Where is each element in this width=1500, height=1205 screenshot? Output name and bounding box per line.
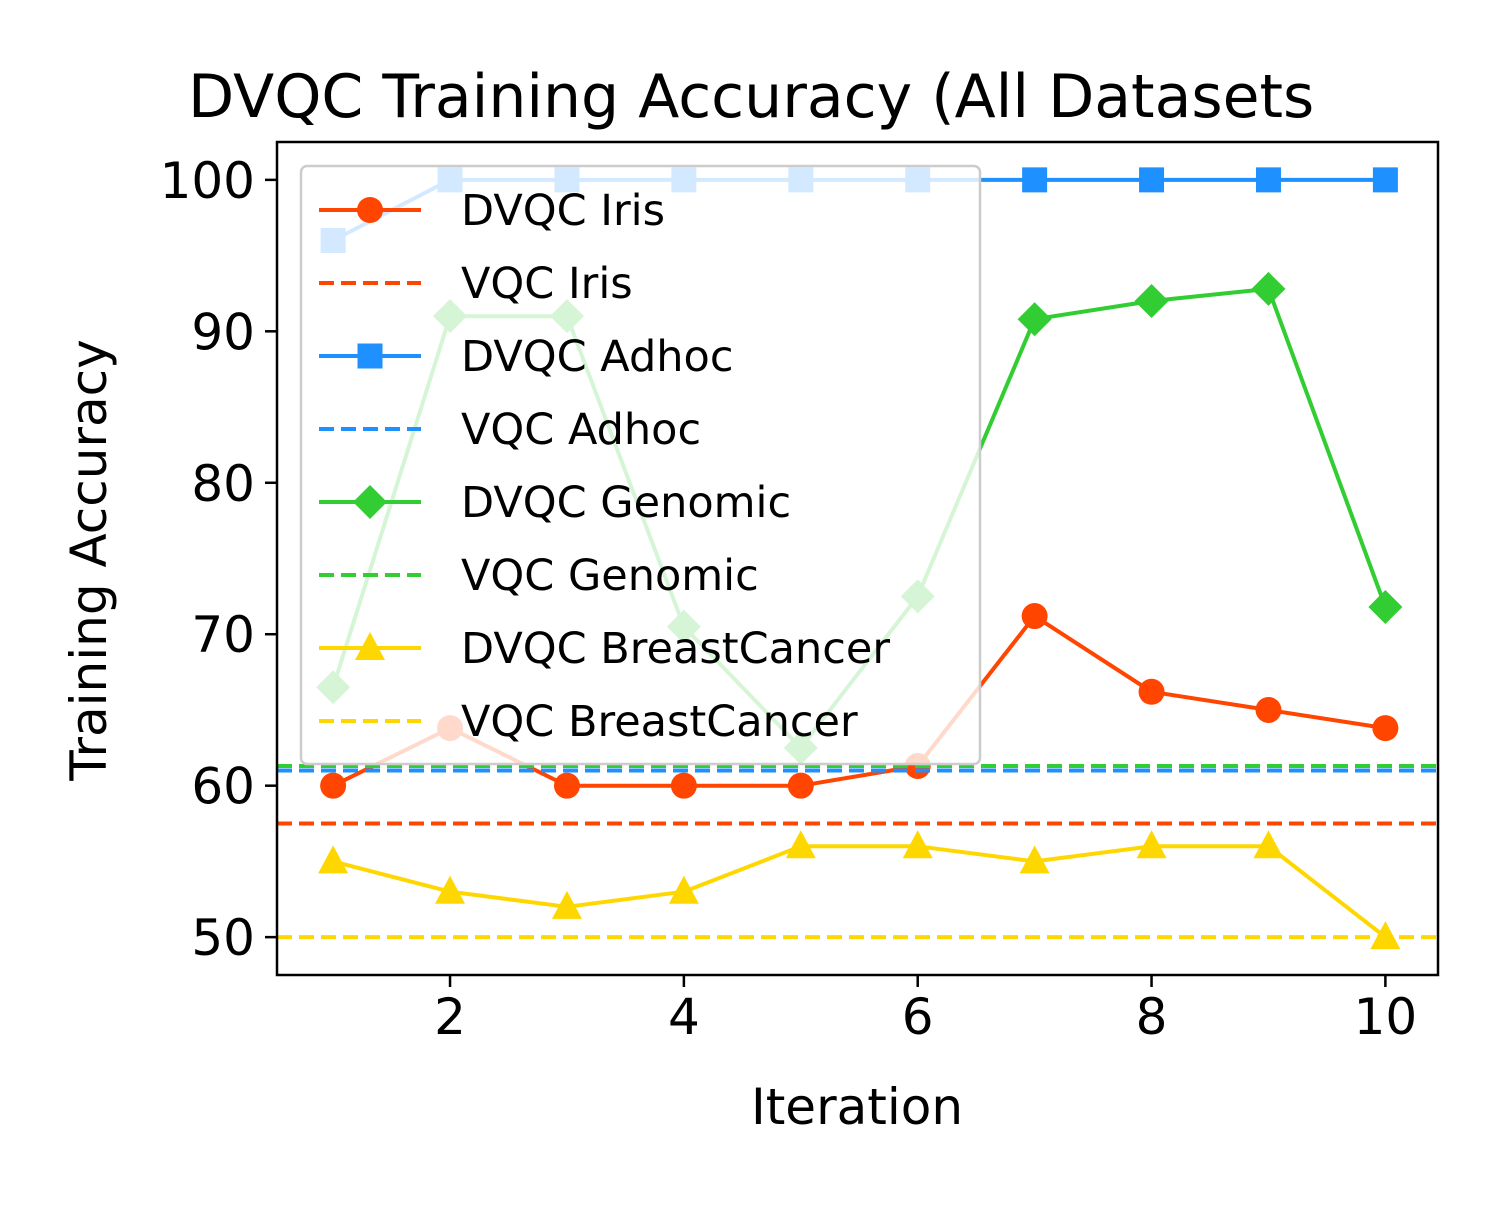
point-dvqc-iris-9 (1255, 696, 1282, 723)
y-tick-label: 70 (191, 606, 255, 664)
legend-item: DVQC Iris (319, 186, 665, 236)
point-dvqc-adhoc-8 (1139, 167, 1165, 193)
x-tick-label: 10 (1354, 988, 1418, 1046)
legend-item: DVQC BreastCancer (319, 624, 890, 674)
point-dvqc-genomic-10 (1368, 589, 1403, 624)
legend-label: DVQC Adhoc (461, 332, 733, 382)
point-dvqc-breastcancer-7 (1019, 845, 1050, 874)
point-dvqc-iris-1 (320, 772, 347, 799)
legend-marker (357, 197, 383, 223)
y-tick-label: 100 (160, 152, 255, 210)
legend-label: VQC Adhoc (461, 405, 701, 455)
series-dvqc-breastcancer (318, 830, 1401, 950)
axes-frame (275, 140, 1440, 977)
legend-item: VQC BreastCancer (319, 697, 858, 747)
point-dvqc-genomic-8 (1134, 284, 1169, 319)
point-dvqc-iris-3 (553, 772, 580, 799)
point-dvqc-adhoc-7 (1022, 167, 1048, 193)
point-dvqc-breastcancer-8 (1136, 830, 1167, 859)
legend-item: DVQC Genomic (319, 478, 791, 528)
legend-item: DVQC Adhoc (319, 332, 733, 382)
point-dvqc-adhoc-9 (1255, 167, 1281, 193)
point-dvqc-breastcancer-6 (902, 830, 933, 859)
y-tick-label: 90 (191, 303, 255, 361)
y-axis-label: Training Accuracy (60, 339, 118, 781)
x-axis-label: Iteration (751, 1078, 963, 1136)
point-dvqc-breastcancer-5 (785, 830, 816, 859)
point-dvqc-iris-8 (1138, 678, 1165, 705)
x-tick-label: 8 (1136, 988, 1168, 1046)
legend-box (299, 164, 982, 766)
legend-label: VQC Genomic (461, 551, 759, 601)
x-tick-label: 6 (902, 988, 934, 1046)
legend-marker (353, 485, 387, 519)
point-dvqc-breastcancer-3 (551, 890, 582, 919)
legend-item: VQC Adhoc (319, 405, 701, 455)
legend-item: VQC Genomic (319, 551, 759, 601)
point-dvqc-breastcancer-1 (318, 845, 349, 874)
point-dvqc-adhoc-10 (1372, 167, 1398, 193)
legend-marker (355, 632, 385, 660)
y-tick-label: 80 (191, 455, 255, 513)
point-dvqc-iris-4 (670, 772, 697, 799)
legend-label: DVQC BreastCancer (461, 624, 890, 674)
point-dvqc-breastcancer-4 (668, 875, 699, 904)
point-dvqc-breastcancer-2 (435, 875, 466, 904)
point-dvqc-iris-10 (1372, 715, 1399, 742)
axes-layer: 2 4 6 8 10 50 60 70 80 90 100 (160, 140, 1440, 1046)
line-dvqc-breastcancer (332, 844, 1387, 939)
legend-label: DVQC Iris (461, 186, 665, 236)
legend-label: VQC BreastCancer (461, 697, 858, 747)
legend: DVQC Iris VQC Iris DVQC Adhoc VQC Adhoc DVQC… (299, 164, 982, 766)
legend-label: DVQC Genomic (461, 478, 791, 528)
point-dvqc-genomic-7 (1017, 302, 1052, 337)
x-tick-label: 4 (668, 988, 700, 1046)
legend-label: VQC Iris (461, 259, 633, 309)
x-tick-label: 2 (434, 988, 466, 1046)
point-dvqc-breastcancer-9 (1253, 830, 1284, 859)
chart-title: DVQC Training Accuracy (All Datasets (188, 62, 1314, 132)
legend-item: VQC Iris (319, 259, 633, 309)
legend-marker (357, 343, 383, 369)
y-tick-label: 50 (191, 909, 255, 967)
point-dvqc-iris-5 (787, 772, 814, 799)
point-dvqc-genomic-9 (1251, 271, 1286, 306)
y-tick-label: 60 (191, 758, 255, 816)
point-dvqc-iris-7 (1021, 603, 1048, 630)
